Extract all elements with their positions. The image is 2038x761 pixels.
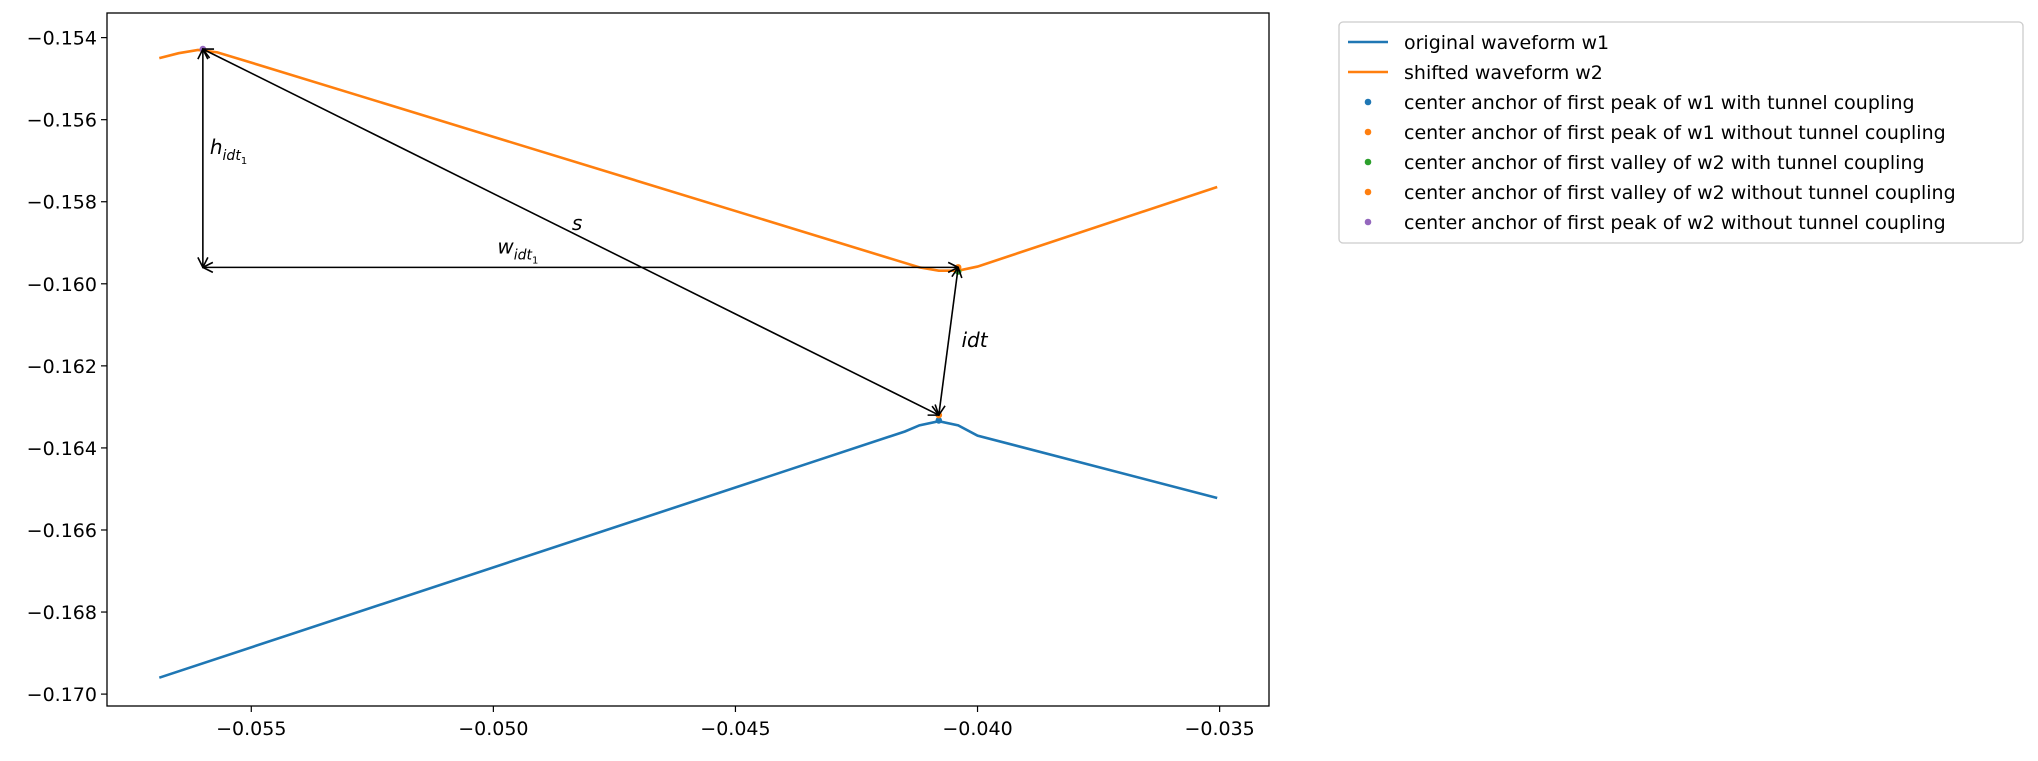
plot-frame [106, 12, 1270, 707]
y-tick-label: −0.156 [27, 110, 97, 132]
y-tick-label: −0.170 [27, 684, 97, 706]
annotation-base: w [497, 234, 514, 258]
annotation-sub: idt [514, 247, 533, 263]
y-tick-label: −0.166 [27, 520, 97, 542]
legend-swatch [1364, 128, 1372, 136]
annotation-label: idt [961, 328, 988, 352]
legend-label: center anchor of first peak of w1 withou… [1404, 122, 1946, 144]
annotation-base: s [572, 211, 582, 235]
x-tick-label: −0.050 [458, 718, 528, 740]
legend-swatch [1364, 158, 1372, 166]
annotation-label: s [572, 211, 582, 235]
annotation-label: widt1 [497, 234, 538, 266]
annotation-sub: idt [223, 148, 242, 164]
legend-label: center anchor of first peak of w1 with t… [1404, 92, 1915, 114]
y-tick-label: −0.154 [27, 28, 97, 50]
legend-swatch [1364, 98, 1372, 106]
legend-swatch [1364, 188, 1372, 196]
legend-box [1338, 21, 2024, 244]
annotation-subsub: 1 [241, 156, 247, 167]
y-tick-label: −0.168 [27, 602, 97, 624]
line [158, 419, 1218, 679]
x-tick-label: −0.045 [700, 718, 770, 740]
annotation-arrow [939, 267, 958, 415]
annotation-label: hidt1 [210, 135, 247, 167]
legend-swatch [1364, 218, 1372, 226]
legend-label: center anchor of first valley of w2 with… [1404, 152, 1925, 174]
y-tick-label: −0.164 [27, 438, 97, 460]
line [158, 48, 1218, 272]
x-tick-label: −0.040 [942, 718, 1012, 740]
annotation-base: h [210, 135, 223, 159]
legend-label: center anchor of first peak of w2 withou… [1404, 212, 1946, 234]
legend-label: shifted waveform w2 [1404, 62, 1603, 84]
point [935, 417, 943, 424]
legend-label: center anchor of first valley of w2 with… [1404, 182, 1956, 204]
y-tick-label: −0.162 [27, 356, 97, 378]
y-tick-label: −0.160 [27, 274, 97, 296]
annotation-arrow [203, 49, 939, 415]
legend-label: original waveform w1 [1404, 32, 1609, 54]
x-tick-label: −0.055 [216, 718, 286, 740]
annotation-subsub: 1 [532, 255, 538, 266]
x-tick-label: −0.035 [1184, 718, 1254, 740]
annotation-base: idt [961, 328, 988, 352]
y-tick-label: −0.158 [27, 192, 97, 214]
